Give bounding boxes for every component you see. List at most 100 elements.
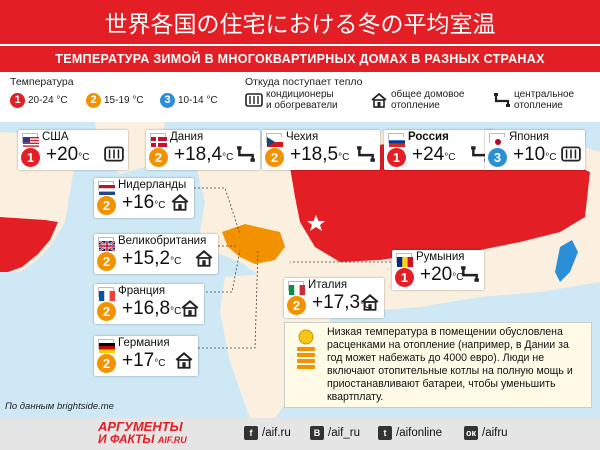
logo-domain: AIF.RU	[157, 435, 187, 445]
temperature-unit: °С	[222, 152, 234, 163]
landmass-europe	[222, 224, 285, 264]
category-badge: 2	[265, 148, 284, 167]
heater-icon	[561, 145, 581, 168]
legend-heat-label: центральное	[514, 89, 575, 100]
temperature-unit: °С	[545, 152, 557, 163]
flag-russia-icon	[388, 133, 405, 147]
aif-logo[interactable]: АРГУМЕНТЫ И ФАКТЫ AIF.RU	[98, 419, 187, 446]
country-card: Германия 2 +17°С	[94, 336, 198, 376]
country-name: Дания	[170, 131, 204, 143]
category-badge: 2	[97, 196, 116, 215]
flag-japan-icon	[489, 133, 506, 147]
temperature-unit: °С	[154, 200, 166, 211]
legend-heat-heading: Откуда поступает тепло	[245, 76, 363, 88]
category-badge: 3	[488, 148, 507, 167]
legend-heat-item-heater: кондиционеры и обогреватели	[245, 89, 338, 111]
flag-romania-icon	[396, 253, 413, 267]
legend-heat-item-house: общее домовое отопление	[370, 89, 464, 111]
ok-icon: ок	[464, 426, 478, 440]
legend-heat-label: отопление	[514, 100, 563, 111]
flag-uk-icon	[98, 237, 116, 252]
house-icon	[174, 351, 194, 374]
category-badge: 2	[149, 148, 168, 167]
temperature-value: +20°С	[46, 144, 90, 165]
category-badge: 2	[97, 354, 116, 373]
social-handle: /aifru	[482, 427, 508, 439]
country-card: Нидерланды 2 +16°С	[94, 178, 194, 218]
legend-heat-item-pipe: центральное отопление	[493, 89, 574, 111]
source-credit: По данным brightside.me	[5, 401, 114, 412]
country-card: Великобритания 2 +15,2°С	[94, 234, 218, 274]
legend-temp-label: 15-19 °С	[104, 95, 144, 106]
category-badge: 2	[97, 302, 116, 321]
badge-1-icon: 1	[10, 93, 25, 108]
temperature-value: +10°С	[513, 144, 557, 165]
heater-icon	[245, 93, 263, 107]
country-card: Франция 2 +16,8°С	[94, 284, 204, 324]
social-facebook[interactable]: f/aif.ru	[244, 426, 291, 440]
flag-france-icon	[98, 287, 115, 301]
house-icon	[170, 193, 190, 216]
country-name: Германия	[118, 337, 170, 349]
temperature-unit: °С	[360, 300, 372, 311]
house-icon	[180, 299, 200, 322]
temperature-value: +18,5°С	[290, 144, 350, 165]
legend-heat-label: отопление	[391, 100, 440, 111]
logo-line2: И ФАКТЫ	[98, 432, 155, 446]
temperature-unit: °С	[338, 152, 350, 163]
note-text: Низкая температура в помещении обусловле…	[327, 326, 573, 403]
legend-temp-item-3: 3 10-14 °С	[160, 93, 218, 108]
temperature-value: +16°С	[122, 192, 166, 213]
badge-3-icon: 3	[160, 93, 175, 108]
landmass-usa	[0, 217, 58, 272]
temperature-unit: °С	[452, 272, 464, 283]
pipe-icon	[356, 145, 376, 168]
logo-line1: АРГУМЕНТЫ	[98, 419, 183, 434]
pipe-icon	[494, 93, 510, 107]
country-name: Нидерланды	[118, 179, 187, 191]
country-card: Дания 2 +18,4°С	[146, 130, 260, 170]
country-card: Россия 1 +24°С	[384, 130, 494, 170]
badge-2-icon: 2	[86, 93, 101, 108]
country-name: США	[42, 131, 69, 143]
country-card: Япония 3 +10°С	[485, 130, 585, 170]
landmass-scandinavia	[250, 172, 282, 217]
coins-icon	[297, 329, 315, 369]
social-handle: /aif.ru	[262, 427, 291, 439]
house-icon	[371, 92, 387, 108]
country-name: Чехия	[286, 131, 319, 143]
twitter-icon: t	[378, 426, 392, 440]
legend: Температура 1 20-24 °С 2 15-19 °С 3 10-1…	[0, 72, 600, 122]
facebook-icon: f	[244, 426, 258, 440]
heater-icon	[104, 145, 124, 168]
country-name: Россия	[408, 131, 449, 143]
category-badge: 1	[21, 148, 40, 167]
house-icon	[360, 293, 380, 316]
country-card: Румыния 1 +20°С	[392, 250, 484, 290]
temperature-value: +24°С	[412, 144, 456, 165]
pipe-icon	[236, 145, 256, 168]
category-badge: 2	[97, 252, 116, 271]
temperature-value: +17,3°С	[312, 292, 372, 313]
country-name: Япония	[509, 131, 549, 143]
country-name: Франция	[118, 285, 166, 297]
temperature-value: +20°С	[420, 264, 464, 285]
social-handle: /aif_ru	[328, 427, 360, 439]
flag-denmark-icon	[150, 133, 167, 147]
social-ok[interactable]: ок/aifru	[464, 426, 508, 440]
temperature-unit: °С	[78, 152, 90, 163]
flag-usa-icon	[22, 133, 39, 147]
legend-temp-item-1: 1 20-24 °С	[10, 93, 68, 108]
temperature-value: +16,8°С	[122, 298, 182, 319]
social-twitter[interactable]: t/aifonline	[378, 426, 442, 440]
legend-temp-label: 20-24 °С	[28, 95, 68, 106]
footer	[0, 418, 600, 450]
note-box: Низкая температура в помещении обусловле…	[284, 322, 592, 408]
russia-star-icon	[307, 215, 325, 231]
landmass-japan	[555, 240, 578, 282]
social-vk[interactable]: В/aif_ru	[310, 426, 360, 440]
country-name: Румыния	[416, 251, 465, 263]
legend-temp-item-2: 2 15-19 °С	[86, 93, 144, 108]
legend-temp-label: 10-14 °С	[178, 95, 218, 106]
country-name: Италия	[308, 279, 348, 291]
